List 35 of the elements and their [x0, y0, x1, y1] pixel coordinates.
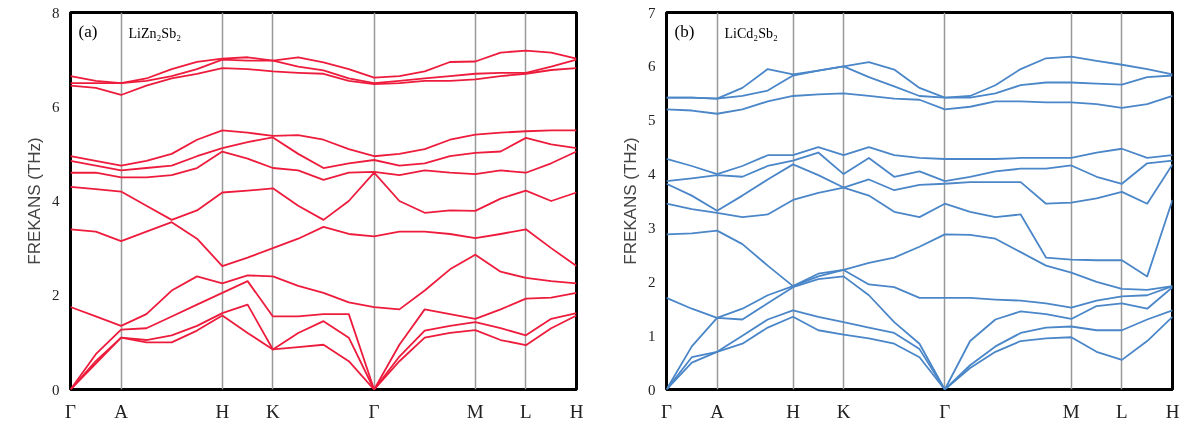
annotation: (b): [674, 21, 695, 41]
y-tick-label: 2: [52, 287, 60, 304]
x-tick-label: M: [1062, 400, 1080, 422]
annotation: LiZn₂Sb₂: [128, 25, 182, 41]
x-tick-label: A: [114, 400, 129, 422]
y-axis-title: FREKANS (THz): [621, 137, 640, 265]
y-tick-label: 1: [648, 327, 656, 344]
y-tick-label: 0: [52, 381, 60, 398]
x-tick-label: H: [215, 400, 230, 422]
x-tick-label: Γ: [65, 400, 77, 422]
x-tick-label: K: [266, 400, 281, 422]
x-tick-label: H: [569, 400, 584, 422]
annotation: (a): [78, 21, 98, 41]
y-tick-label: 5: [648, 112, 656, 129]
x-tick-label: Γ: [661, 400, 673, 422]
x-tick-label: Γ: [368, 400, 380, 422]
x-tick-label: A: [710, 400, 725, 422]
x-tick-label: M: [466, 400, 484, 422]
x-tick-label: L: [1116, 400, 1128, 422]
y-tick-label: 0: [648, 381, 656, 398]
annotation: LiCd₂Sb₂: [724, 25, 778, 41]
y-tick-label: 6: [648, 58, 656, 75]
x-tick-label: K: [836, 400, 851, 422]
y-tick-label: 3: [648, 219, 656, 236]
x-tick-label: L: [520, 400, 532, 422]
x-tick-label: H: [1165, 400, 1180, 422]
y-tick-label: 6: [52, 98, 60, 115]
y-tick-label: 2: [648, 273, 656, 290]
x-tick-label: Γ: [939, 400, 951, 422]
y-tick-label: 4: [52, 193, 60, 209]
y-tick-label: 8: [52, 4, 60, 21]
y-tick-label: 4: [648, 166, 656, 183]
x-tick-label: H: [786, 400, 801, 422]
y-axis-title: FREKANS (THz): [25, 137, 44, 265]
y-tick-label: 7: [648, 4, 656, 21]
